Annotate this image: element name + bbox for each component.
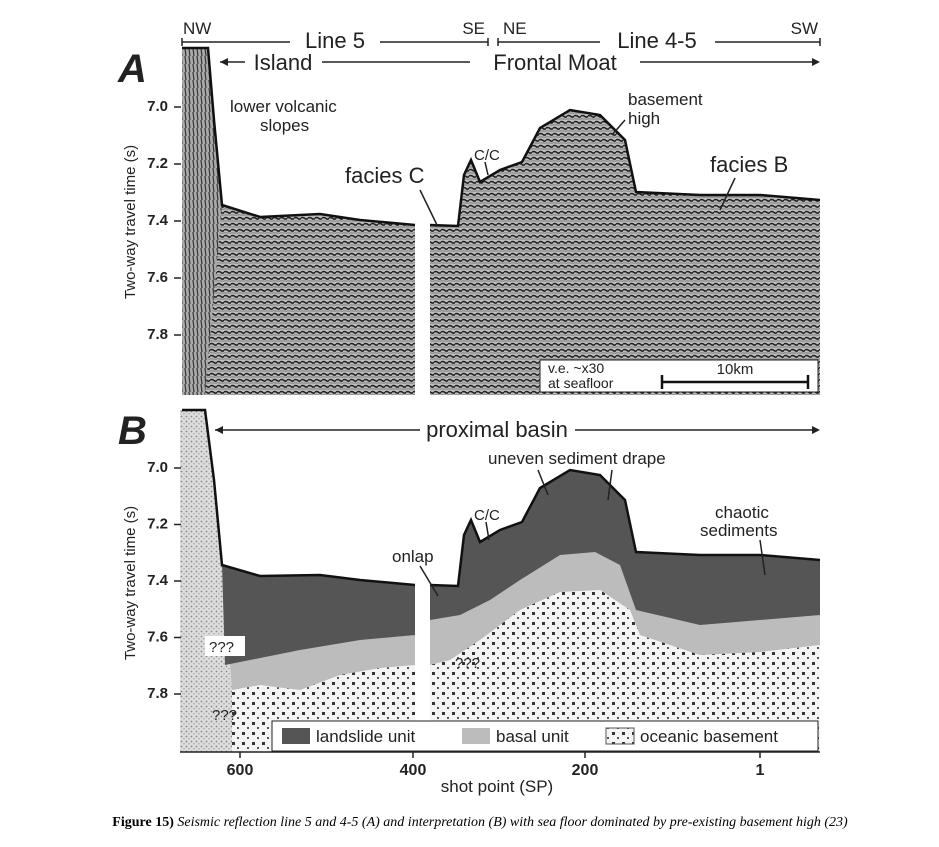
scale-box (539, 359, 819, 393)
scale-label: 10km (717, 361, 754, 378)
scale-note: v.e. ~x30 (548, 360, 604, 376)
y-ticks: 7.0 7.2 7.4 7.6 7.8 (147, 459, 181, 702)
direction: NW (183, 19, 211, 38)
annotation: ??? (209, 639, 234, 656)
y-tick-label: 7.2 (147, 155, 168, 172)
y-ticks: 7.0 7.2 7.4 7.6 7.8 (147, 98, 181, 343)
y-tick-label: 7.6 (147, 628, 168, 645)
y-tick-label: 7.8 (147, 326, 168, 343)
y-axis-label: Two-way travel time (s) (122, 145, 139, 299)
leader-lines (419, 119, 736, 226)
scale-note: at seafloor (548, 375, 614, 391)
annotation: onlap (392, 547, 434, 566)
direction: SE (462, 19, 485, 38)
seafloor (182, 46, 821, 228)
direction: NE (503, 19, 527, 38)
y-tick-label: 7.8 (147, 685, 168, 702)
y-tick-label: 7.0 (147, 98, 168, 115)
y-tick-label: 7.0 (147, 459, 168, 476)
annotation: ??? (455, 655, 480, 672)
legend-swatch (605, 727, 635, 745)
legend-label: oceanic basement (640, 727, 778, 746)
x-tick-label: 1 (756, 762, 765, 779)
annotation: C/C (474, 507, 500, 524)
annotation: C/C (474, 147, 500, 164)
line-title: Line 4-5 (617, 28, 697, 53)
x-ticks: 600 400 200 1 (180, 751, 820, 779)
annotation: facies B (710, 152, 788, 177)
landslide-left (222, 565, 415, 665)
y-tick-label: 7.6 (147, 269, 168, 286)
caption: Figure 15) Seismic reflection line 5 and… (30, 815, 930, 831)
annotation: slopes (260, 116, 309, 135)
x-tick-label: 200 (572, 762, 599, 779)
legend-swatch (462, 728, 490, 744)
annotation: chaotic (715, 503, 769, 522)
island (180, 410, 232, 752)
y-axis-label: Two-way travel time (s) (122, 506, 139, 660)
annotation: high (628, 109, 660, 128)
x-axis-label: shot point (SP) (441, 777, 553, 796)
landslide-right (430, 470, 820, 625)
direction: SW (791, 19, 818, 38)
panel-b: landslide unit basal unit oceanic baseme… (118, 408, 821, 796)
annotation: lower volcanic (230, 97, 337, 116)
x-tick-label: 600 (227, 762, 254, 779)
leader-lines (419, 469, 766, 597)
label-bg (205, 636, 245, 656)
legend-swatch (282, 728, 310, 744)
annotation: basement (628, 90, 703, 109)
legend-label: landslide unit (316, 727, 416, 746)
annotation: ??? (212, 707, 237, 724)
legend-label: basal unit (496, 727, 569, 746)
figure: NW Line 5 SE NE Line 4-5 SW A Island Fro… (117, 19, 821, 796)
legend (271, 720, 819, 752)
seismic-right (430, 110, 820, 395)
island-label: Island (254, 50, 313, 75)
panel-label: B (118, 409, 147, 453)
x-tick-label: 400 (400, 762, 427, 779)
panel-a: NW Line 5 SE NE Line 4-5 SW A Island Fro… (117, 19, 821, 395)
line-bracket (181, 38, 821, 46)
caption-text: Seismic reflection line 5 and 4-5 (A) an… (177, 815, 848, 830)
annotation: sediments (700, 521, 777, 540)
line-title: Line 5 (305, 28, 365, 53)
seismic-left (182, 48, 415, 395)
y-tick-label: 7.4 (147, 212, 169, 229)
basin-label: proximal basin (426, 417, 568, 442)
moat-label: Frontal Moat (493, 50, 617, 75)
y-tick-label: 7.4 (147, 572, 169, 589)
annotation: facies C (345, 163, 425, 188)
caption-label: Figure 15) (112, 815, 174, 830)
y-tick-label: 7.2 (147, 515, 168, 532)
annotation: uneven sediment drape (488, 449, 666, 468)
panel-label: A (117, 47, 147, 91)
island-reflection (182, 48, 222, 395)
seafloor (182, 408, 821, 588)
